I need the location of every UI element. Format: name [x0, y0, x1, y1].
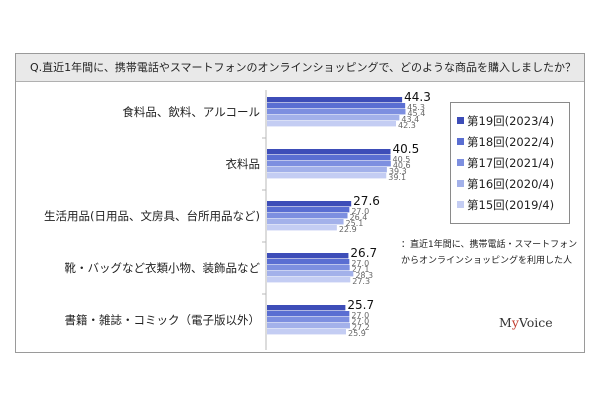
- bar: [267, 103, 406, 109]
- bar: [267, 219, 344, 225]
- legend-item: 第15回(2019/4): [457, 194, 569, 215]
- bar: [267, 173, 387, 179]
- legend-item: 第16回(2020/4): [457, 173, 569, 194]
- data-label: 27.2: [352, 323, 370, 332]
- legend-label: 第16回(2020/4): [467, 176, 555, 191]
- bar: [267, 201, 352, 207]
- data-label: 40.6: [393, 161, 411, 170]
- legend-label: 第19回(2023/4): [467, 113, 555, 128]
- bar: [267, 115, 400, 121]
- note-line-1: ：直近1年間に、携帯電話・スマートフォン: [401, 240, 578, 250]
- bar: [267, 97, 403, 103]
- bar: [267, 253, 349, 259]
- data-label: 43.4: [401, 115, 419, 124]
- category-label: 食料品、飲料、アルコール: [122, 105, 260, 119]
- data-label: 40.5: [393, 155, 411, 164]
- legend-label: 第15回(2019/4): [467, 197, 555, 212]
- legend-swatch: [457, 138, 464, 145]
- logo-accent: y: [511, 315, 519, 330]
- data-label: 45.3: [407, 103, 425, 112]
- bar: [267, 149, 391, 155]
- bar: [267, 265, 350, 271]
- bar: [267, 167, 387, 173]
- data-label: 39.1: [388, 173, 406, 182]
- legend-swatch: [457, 201, 464, 208]
- chart-legend: 第19回(2023/4) 第18回(2022/4) 第17回(2021/4) 第16回…: [450, 102, 570, 224]
- legend-item: 第17回(2021/4): [457, 152, 569, 173]
- data-label: 25.1: [346, 219, 364, 228]
- data-label: 40.5: [393, 142, 420, 156]
- bar: [267, 311, 350, 317]
- data-label: 27.1: [352, 265, 370, 274]
- bar: [267, 161, 391, 167]
- legend-swatch: [457, 159, 464, 166]
- chart-note: ：直近1年間に、携帯電話・スマートフォン からオンラインショッピングを利用した人: [401, 237, 581, 269]
- bar: [267, 259, 350, 265]
- chart-frame: Q.直近1年間に、携帯電話やスマートフォンのオンラインショッピングで、どのような…: [15, 53, 585, 353]
- bar-chart: 食料品、飲料、アルコール44.345.345.443.442.3衣料品40.54…: [44, 90, 431, 350]
- category-label: 生活用品(日用品、文房具、台所用品など): [44, 209, 260, 223]
- data-label: 27.0: [351, 259, 369, 268]
- legend-item: 第18回(2022/4): [457, 131, 569, 152]
- data-label: 22.9: [339, 225, 357, 234]
- bar: [267, 277, 351, 283]
- bar: [267, 109, 406, 115]
- bar: [267, 329, 346, 335]
- bar: [267, 225, 337, 231]
- data-label: 27.6: [353, 194, 380, 208]
- bar: [267, 305, 346, 311]
- data-label: 27.0: [351, 311, 369, 320]
- legend-label: 第17回(2021/4): [467, 155, 555, 170]
- data-label: 27.0: [351, 317, 369, 326]
- myvoice-logo: MyVoice: [499, 315, 553, 330]
- data-label: 27.0: [351, 207, 369, 216]
- bar: [267, 323, 350, 329]
- bar: [267, 317, 350, 323]
- note-line-2: からオンラインショッピングを利用した人: [401, 256, 573, 266]
- data-label: 44.3: [404, 90, 431, 104]
- category-label: 書籍・雑誌・コミック（電子版以外）: [65, 313, 261, 327]
- bar: [267, 121, 397, 127]
- legend-item: 第19回(2023/4): [457, 110, 569, 131]
- data-label: 26.4: [350, 213, 368, 222]
- bar: [267, 155, 391, 161]
- data-label: 39.3: [389, 167, 407, 176]
- data-label: 25.7: [347, 298, 374, 312]
- legend-label: 第18回(2022/4): [467, 134, 555, 149]
- data-label: 45.4: [407, 109, 425, 118]
- data-label: 28.3: [355, 271, 373, 280]
- bar: [267, 213, 348, 219]
- bar: [267, 271, 354, 277]
- data-label: 26.7: [350, 246, 377, 260]
- logo-post: Voice: [518, 315, 553, 330]
- category-label: 靴・バッグなど衣類小物、装飾品など: [65, 261, 261, 275]
- data-label: 25.9: [348, 329, 366, 338]
- legend-swatch: [457, 117, 464, 124]
- legend-swatch: [457, 180, 464, 187]
- bar: [267, 207, 350, 213]
- logo-pre: M: [499, 315, 512, 330]
- category-label: 衣料品: [226, 157, 261, 171]
- data-label: 42.3: [398, 121, 416, 130]
- data-label: 27.3: [352, 277, 370, 286]
- chart-title: Q.直近1年間に、携帯電話やスマートフォンのオンラインショッピングで、どのような…: [16, 54, 584, 82]
